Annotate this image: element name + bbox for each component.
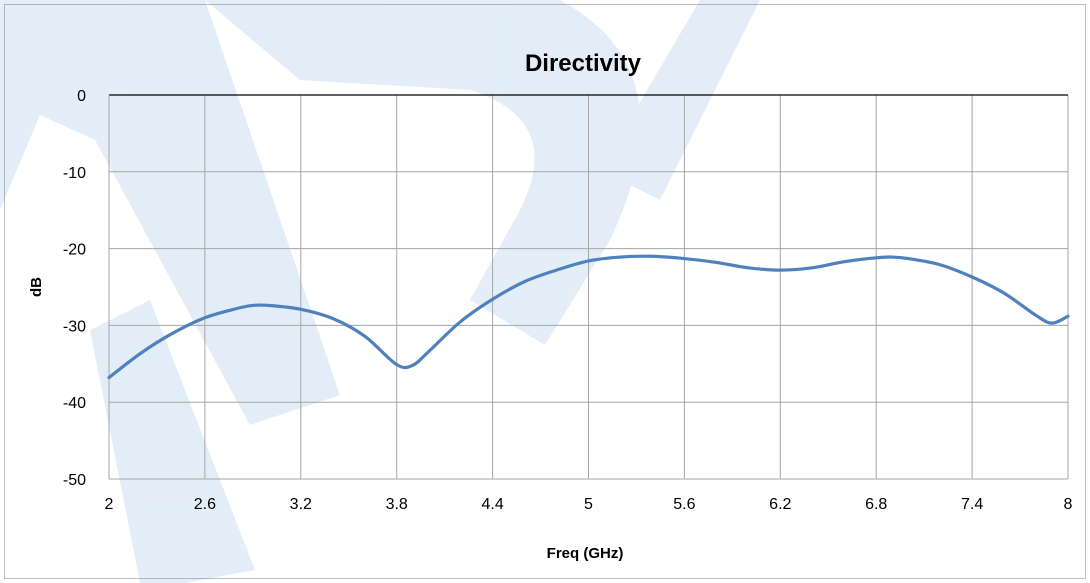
y-tick-label: -10: [63, 165, 86, 182]
x-tick-label: 8: [1064, 496, 1073, 513]
axes: [108, 94, 1068, 479]
y-tick-label: -20: [63, 242, 86, 259]
watermark-logo: [0, 0, 760, 583]
x-tick-label: 4.4: [481, 496, 503, 513]
x-tick-label: 5: [584, 496, 593, 513]
x-tick-label: 7.4: [961, 496, 983, 513]
x-tick-label: 3.2: [290, 496, 312, 513]
x-tick-label: 6.8: [865, 496, 887, 513]
x-tick-labels: 2 2.6 3.2 3.8 4.4 5 5.6 6.2 6.8 7.4 8: [105, 496, 1073, 513]
y-tick-label: -30: [63, 318, 86, 335]
chart-area-border: [4, 4, 1086, 579]
y-tick-label: -50: [63, 472, 86, 489]
x-tick-label: 2.6: [194, 496, 216, 513]
x-tick-label: 6.2: [769, 496, 791, 513]
y-tick-label: 0: [77, 88, 86, 105]
x-tick-label: 2: [105, 496, 114, 513]
chart-title: Directivity: [525, 50, 642, 77]
y-tick-labels: 0 -10 -20 -30 -40 -50: [63, 88, 86, 489]
series-lines: [107, 254, 1070, 380]
x-tick-label: 3.8: [386, 496, 408, 513]
y-tick-label: -40: [63, 395, 86, 412]
gridlines: [108, 94, 1069, 480]
x-axis-label: Freq (GHz): [547, 545, 624, 562]
y-axis-label: dB: [28, 277, 45, 297]
x-tick-label: 5.6: [673, 496, 695, 513]
series-line: [107, 254, 1070, 380]
